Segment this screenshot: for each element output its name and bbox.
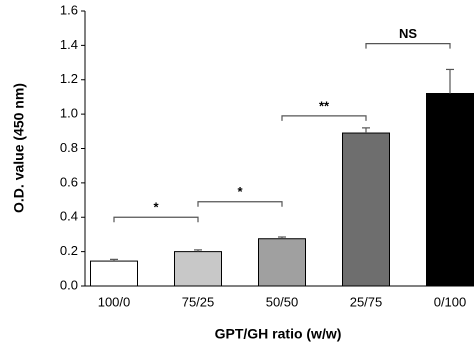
y-tick-label: 0.2 [60, 243, 78, 258]
x-axis-title: GPT/GH ratio (w/w) [215, 326, 342, 342]
error-bar [194, 249, 202, 252]
significance-bracket [113, 216, 199, 223]
bar [258, 238, 306, 287]
significance-bracket [281, 115, 367, 121]
error-bar [110, 258, 118, 262]
significance-bracket [197, 201, 283, 207]
x-tick-label: 25/75 [350, 294, 383, 309]
bar [342, 132, 390, 287]
bar [90, 260, 138, 287]
error-bar [446, 68, 454, 94]
y-tick-label: 1.4 [60, 37, 78, 52]
error-bar [278, 236, 286, 239]
y-tick-label: 0.8 [60, 140, 78, 155]
x-tick-label: 75/25 [182, 294, 215, 309]
error-bar [362, 127, 370, 134]
y-tick-label: 0.6 [60, 174, 78, 189]
y-axis-title: O.D. value (450 nm) [11, 83, 27, 213]
bar [426, 93, 474, 287]
significance-label: * [237, 184, 243, 199]
x-tick-label: 0/100 [434, 294, 467, 309]
y-tick-label: 0.0 [60, 277, 78, 292]
significance-label: ** [319, 98, 330, 113]
y-tick-label: 1.6 [60, 2, 78, 17]
significance-label: NS [399, 26, 417, 41]
x-tick-label: 100/0 [98, 294, 131, 309]
y-tick-label: 1.2 [60, 71, 78, 86]
significance-bracket [365, 43, 451, 49]
x-tick-label: 50/50 [266, 294, 299, 309]
bar [174, 251, 222, 287]
y-tick-label: 0.4 [60, 209, 78, 224]
significance-label: * [153, 200, 159, 215]
y-tick-label: 1.0 [60, 106, 78, 121]
